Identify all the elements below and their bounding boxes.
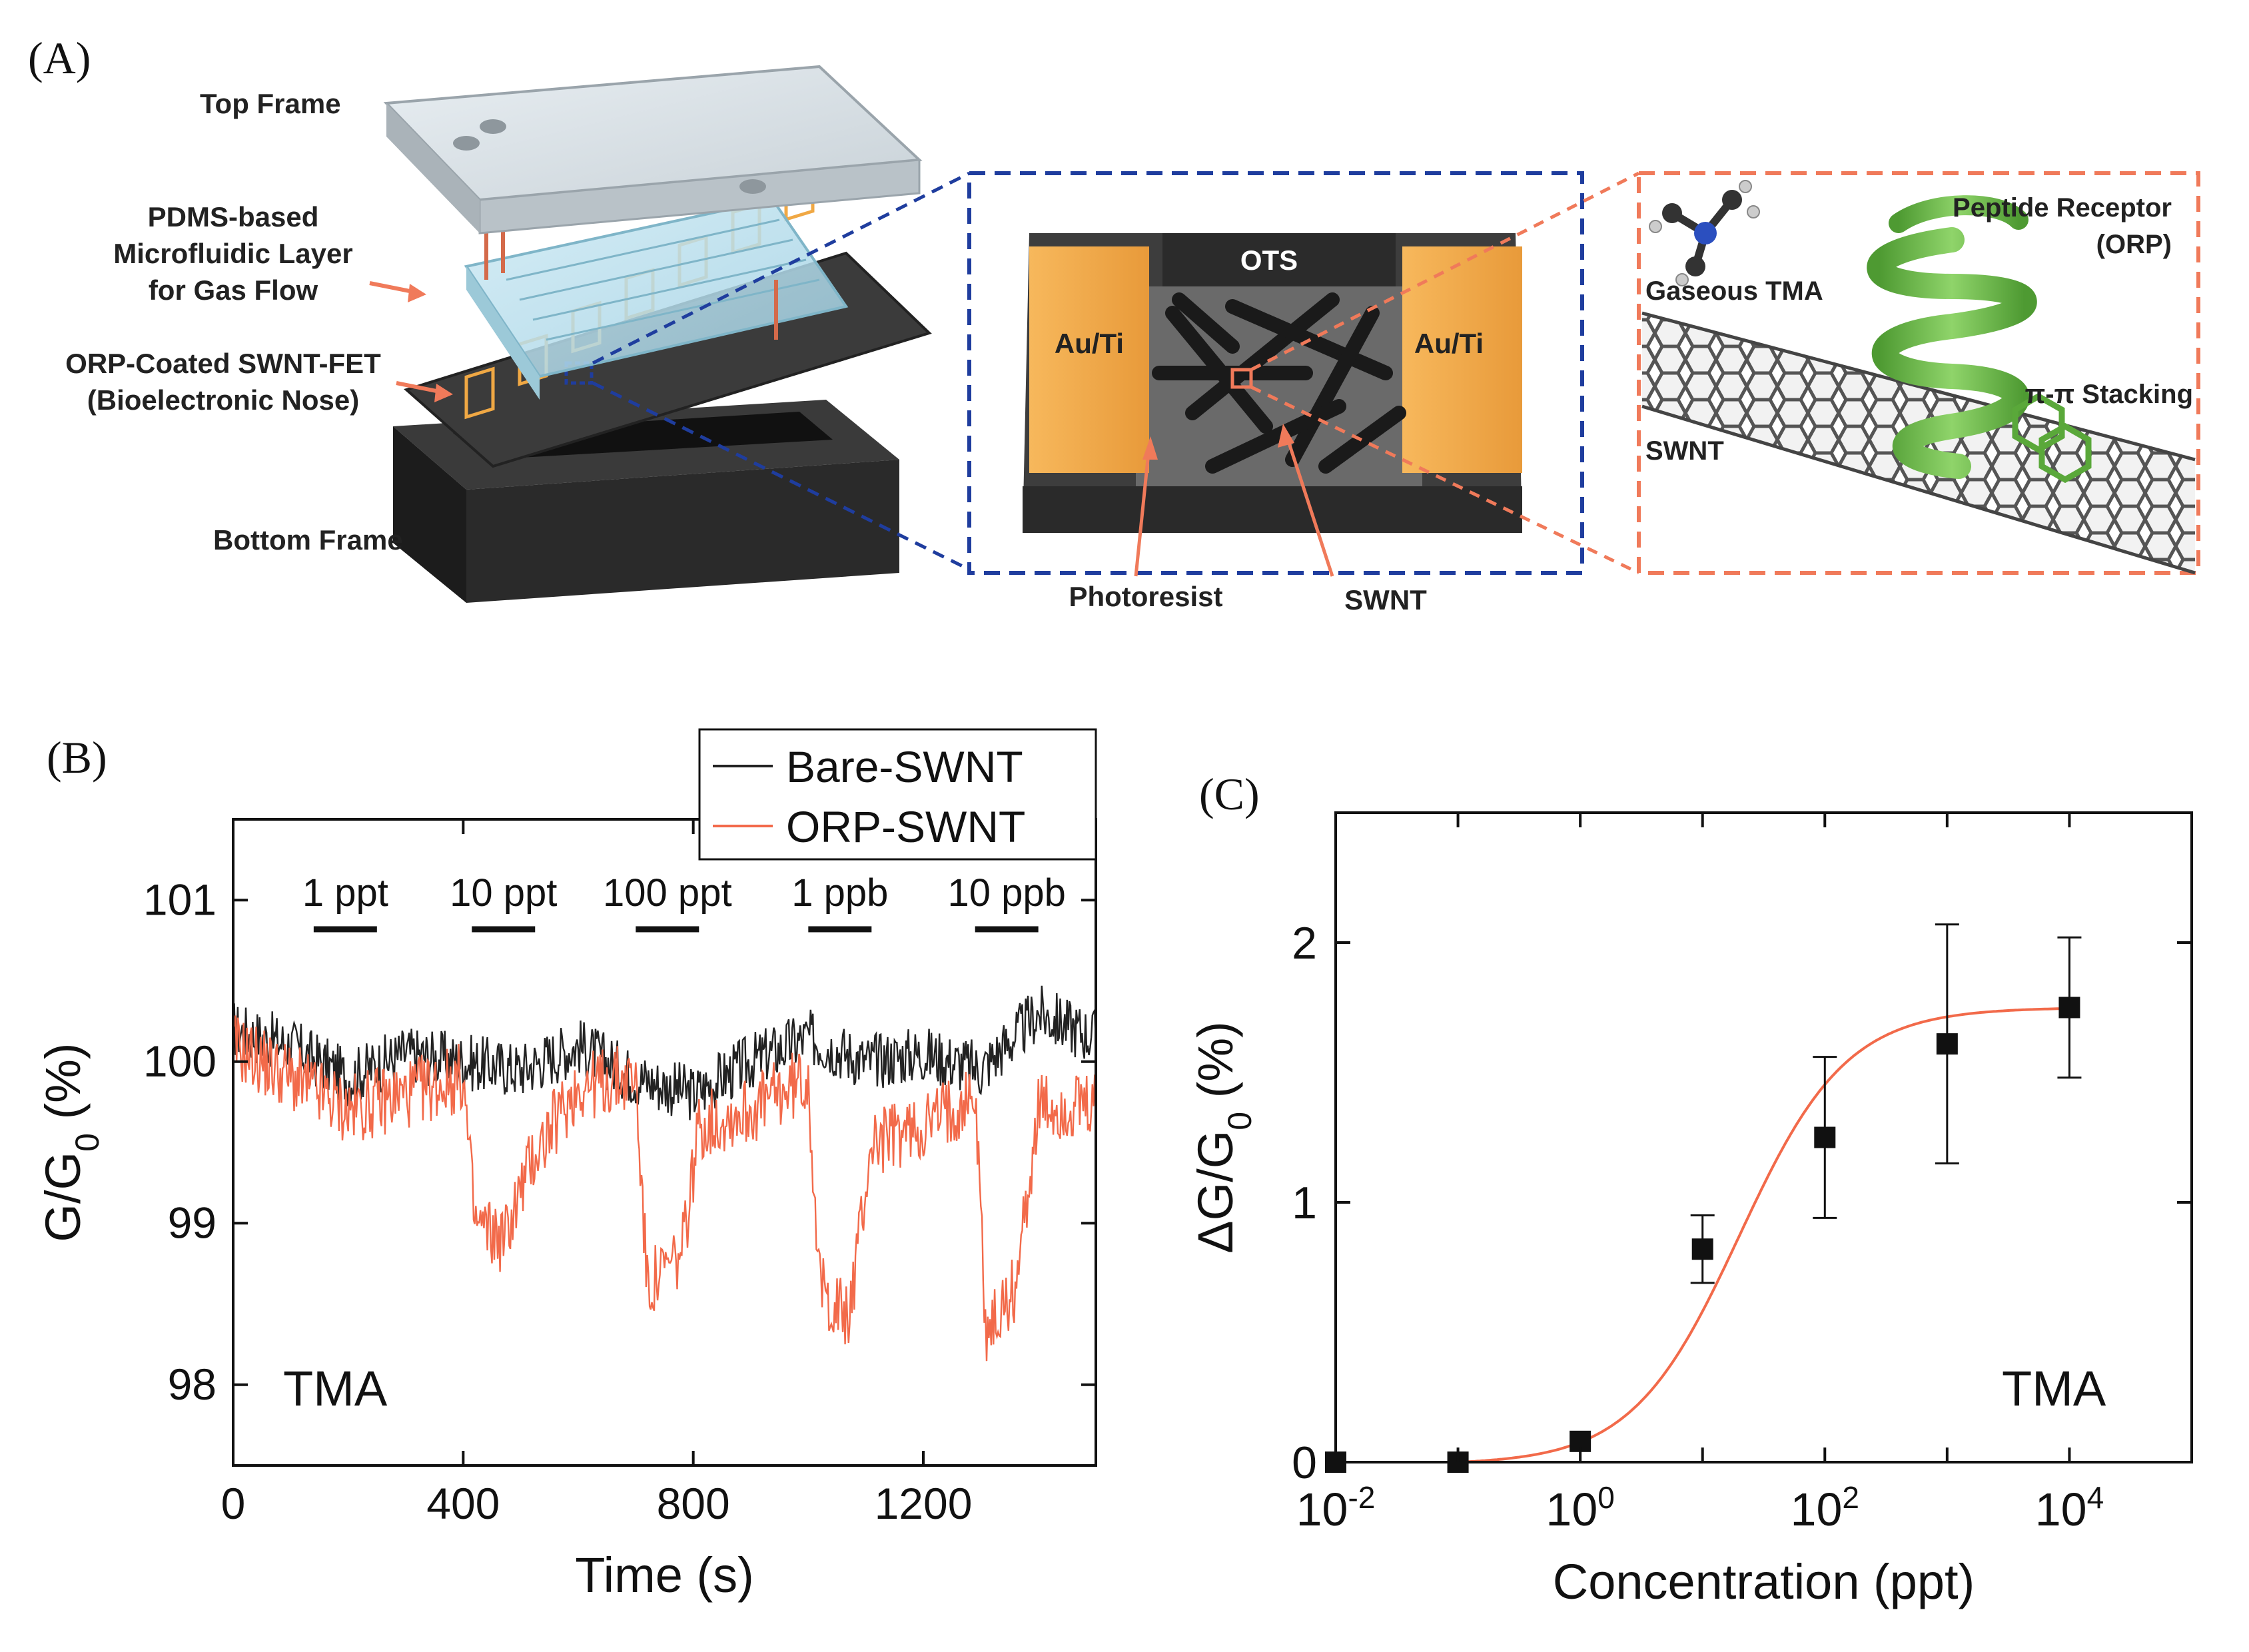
data-point — [2058, 997, 2080, 1019]
annotation-tma-c: TMA — [2002, 1361, 2106, 1416]
fit-curve — [1458, 1007, 2070, 1463]
y-tick-label-b: 100 — [143, 1036, 217, 1086]
x-axis-label-c: Concentration (ppt) — [1553, 1554, 1975, 1609]
x-tick-label-c: 102 — [1791, 1480, 1859, 1535]
exposure-label: 1 ppb — [791, 871, 888, 915]
label-fet-1: ORP-Coated SWNT-FET — [65, 348, 381, 379]
x-tick-label-b: 800 — [657, 1479, 730, 1528]
exposure-label: 10 ppb — [947, 871, 1065, 915]
label-swnt-device: SWNT — [1344, 584, 1427, 616]
legend-box-b — [698, 728, 1097, 861]
x-tick-label-b: 400 — [426, 1479, 500, 1528]
series-line-orp-swnt — [232, 1015, 1097, 1362]
y-tick-label-b: 99 — [168, 1198, 217, 1247]
exposure-label: 1 ppt — [302, 871, 388, 915]
chart-c: 10-2 100 102 104 0 1 2 Concentration (ppt) ΔG/G0… — [1188, 811, 2193, 1609]
y-tick-label-b: 101 — [143, 875, 217, 924]
exposure-label: 100 ppt — [603, 871, 732, 915]
pi-stack-ring — [2012, 392, 2092, 484]
panel-a: (A) — [28, 33, 2200, 616]
label-fet-2: (Bioelectronic Nose) — [87, 384, 359, 416]
data-point — [1691, 1238, 1713, 1260]
x-tick-label-b: 1200 — [875, 1479, 973, 1528]
label-ots: OTS — [1240, 244, 1298, 276]
exploded-assembly: Top Frame PDMS-based Microfluidic Layer … — [65, 65, 971, 603]
x-tick-label-c: 10-2 — [1296, 1480, 1376, 1535]
plot-frame-c — [1334, 811, 2193, 1463]
label-gaseous-tma: Gaseous TMA — [1645, 276, 1823, 306]
x-axis-label-b: Time (s) — [575, 1547, 754, 1603]
label-pdms-3: for Gas Flow — [149, 274, 318, 306]
label-receptor-2: (ORP) — [2096, 230, 2172, 259]
y-axis-label-c: ΔG/G0 (%) — [1188, 1021, 1258, 1254]
label-pdms-2: Microfluidic Layer — [113, 238, 352, 269]
y-tick-label-b: 98 — [168, 1360, 217, 1409]
x-tick-label-c: 100 — [1546, 1480, 1614, 1535]
x-tick-label-c: 104 — [2035, 1480, 2104, 1535]
label-swnt-molecular: SWNT — [1645, 436, 1724, 466]
data-point — [1814, 1126, 1836, 1148]
legend-label-bare-swnt: Bare-SWNT — [786, 742, 1023, 791]
label-bottom-frame: Bottom Frame — [213, 524, 403, 556]
electrode-left — [1029, 246, 1149, 473]
label-auti-right: Au/Ti — [1414, 328, 1484, 359]
y-axis-label-b: G/G0 (%) — [35, 1042, 106, 1242]
panel-c-label: (C) — [1199, 769, 1260, 819]
y-tick-label-c: 1 — [1292, 1178, 1317, 1228]
zoom-marker-red — [1230, 368, 1253, 389]
chart-b: 0 400 800 1200 98 99 100 101 Time (s) G/G0 (%) 1 p… — [35, 728, 1097, 1603]
label-pdms-1: PDMS-based — [148, 201, 319, 232]
exposure-label: 10 ppt — [450, 871, 557, 915]
panel-b-label: (B) — [47, 732, 107, 783]
panel-b: (B) 0 400 800 1200 98 99 100 101 Time (s) G/G0 (%… — [35, 728, 1097, 1603]
top-frame-glass — [383, 65, 923, 234]
label-pi-stacking: π-π Stacking — [2025, 380, 2193, 409]
panel-c: (C) 10-2 100 102 104 0 1 2 Concentration (ppt) Δ… — [1188, 769, 2193, 1609]
pdms-layer — [464, 198, 849, 400]
tma-molecule — [1649, 180, 1760, 286]
molecular-zoom-box: Peptide Receptor (ORP) Gaseous TMA π-π S… — [1637, 171, 2200, 575]
y-tick-label-c: 0 — [1292, 1438, 1317, 1488]
label-receptor-1: Peptide Receptor — [1953, 193, 2172, 222]
y-tick-label-c: 2 — [1292, 918, 1317, 969]
label-photoresist: Photoresist — [1069, 581, 1222, 612]
label-top-frame: Top Frame — [200, 88, 341, 119]
data-point — [1936, 1033, 1958, 1055]
x-tick-label-b: 0 — [221, 1479, 246, 1528]
label-auti-left: Au/Ti — [1055, 328, 1124, 359]
plot-frame-b — [232, 818, 1097, 1467]
panel-a-label: (A) — [28, 33, 91, 83]
electrode-right — [1402, 246, 1522, 473]
annotation-tma-b: TMA — [283, 1361, 388, 1416]
legend-label-orp-swnt: ORP-SWNT — [786, 802, 1025, 851]
peptide-helix — [1867, 195, 2037, 479]
device-zoom-box: OTS Au/Ti Au/Ti Photoresist SWNT — [967, 171, 1640, 616]
